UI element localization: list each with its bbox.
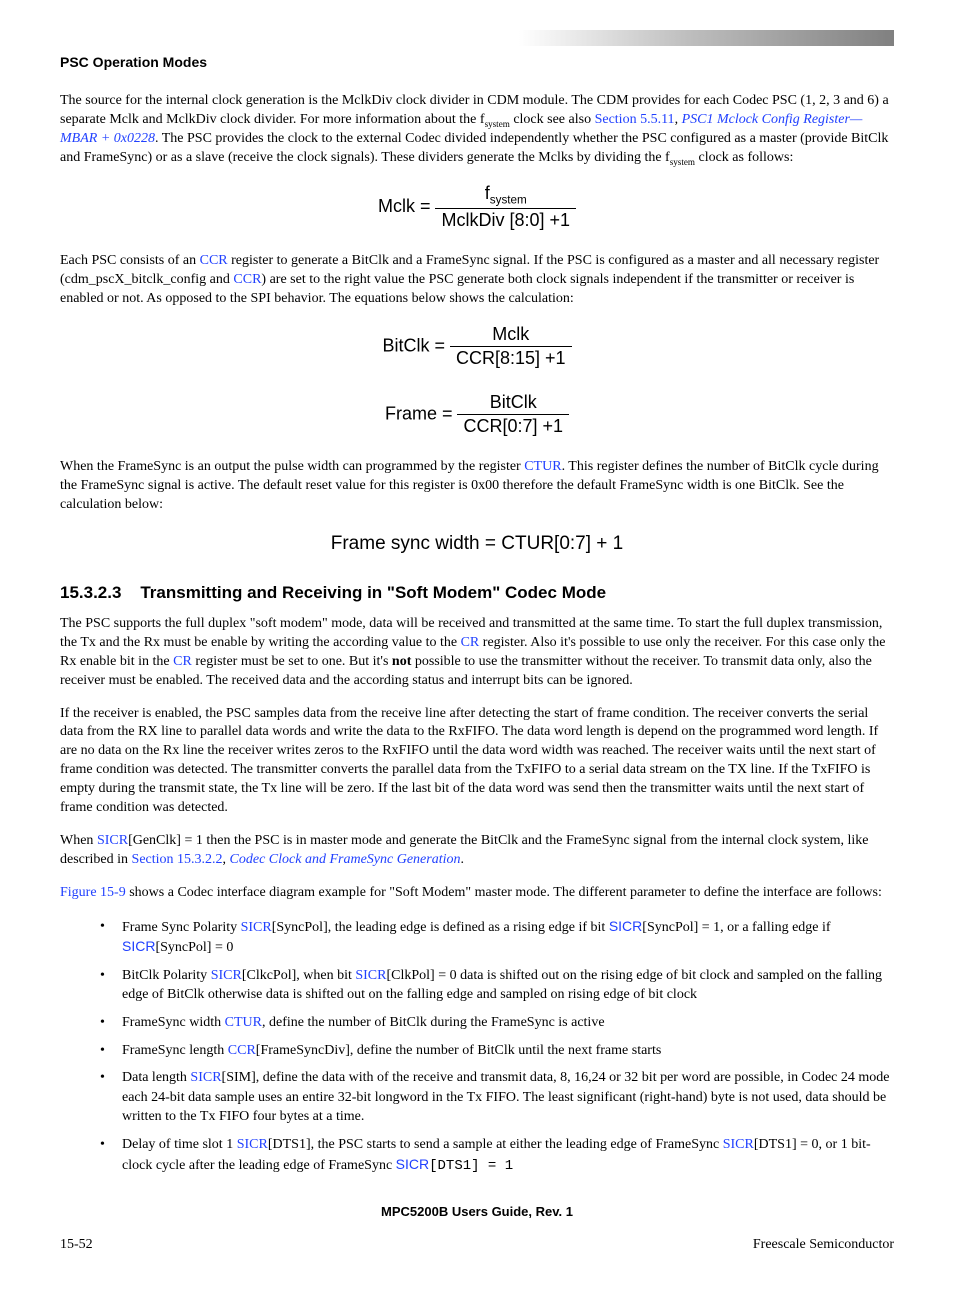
formula-framesync-width: Frame sync width = CTUR[0:7] + 1 <box>60 533 894 555</box>
link-cr-1[interactable]: CR <box>461 635 480 650</box>
list-item: Frame Sync Polarity SICR[SyncPol], the l… <box>100 917 894 958</box>
link-inline[interactable]: SICR <box>237 1137 268 1152</box>
list-item: FrameSync width CTUR, define the number … <box>100 1013 894 1033</box>
footer-doc-title: MPC5200B Users Guide, Rev. 1 <box>60 1204 894 1219</box>
paragraph-3: When the FrameSync is an output the puls… <box>60 458 894 515</box>
link-ccr-2[interactable]: CCR <box>233 272 261 287</box>
link-inline[interactable]: SICR <box>609 918 642 934</box>
formula-mclk: Mclk = fsystem MclkDiv [8:0] +1 <box>60 182 894 232</box>
list-item: BitClk Polarity SICR[ClkcPol], when bit … <box>100 966 894 1005</box>
link-inline[interactable]: SICR <box>241 920 272 935</box>
list-item: Delay of time slot 1 SICR[DTS1], the PSC… <box>100 1135 894 1176</box>
header-gradient-bar <box>60 30 894 46</box>
paragraph-2: Each PSC consists of an CCR register to … <box>60 252 894 309</box>
link-inline[interactable]: CCR <box>228 1043 256 1058</box>
link-sicr-genclk[interactable]: SICR <box>97 833 128 848</box>
link-inline[interactable]: SICR <box>190 1070 221 1085</box>
paragraph-7: Figure 15-9 shows a Codec interface diag… <box>60 884 894 903</box>
link-figure-15-9[interactable]: Figure 15-9 <box>60 885 126 900</box>
paragraph-1: The source for the internal clock genera… <box>60 92 894 168</box>
parameter-list: Frame Sync Polarity SICR[SyncPol], the l… <box>100 917 894 1177</box>
link-inline[interactable]: SICR <box>355 968 386 983</box>
link-inline[interactable]: CTUR <box>225 1015 262 1030</box>
paragraph-4: The PSC supports the full duplex "soft m… <box>60 615 894 691</box>
footer-page-number: 15-52 <box>60 1237 93 1253</box>
footer-vendor: Freescale Semiconductor <box>753 1237 894 1253</box>
list-item: Data length SICR[SIM], define the data w… <box>100 1068 894 1127</box>
footer-row: 15-52 Freescale Semiconductor <box>60 1237 894 1253</box>
link-ccr-1[interactable]: CCR <box>200 253 228 268</box>
link-ctur[interactable]: CTUR <box>524 459 561 474</box>
section-heading: 15.3.2.3 Transmitting and Receiving in "… <box>60 583 894 603</box>
link-section-5-5-11[interactable]: Section 5.5.11 <box>595 112 675 127</box>
link-section-15-3-2-2[interactable]: Section 15.3.2.2 <box>132 852 223 867</box>
link-inline[interactable]: SICR <box>122 938 155 954</box>
list-item: FrameSync length CCR[FrameSyncDiv], defi… <box>100 1041 894 1061</box>
link-inline[interactable]: SICR <box>211 968 242 983</box>
link-cr-2[interactable]: CR <box>173 654 192 669</box>
paragraph-6: When SICR[GenClk] = 1 then the PSC is in… <box>60 832 894 870</box>
page-header-title: PSC Operation Modes <box>60 54 894 70</box>
link-inline[interactable]: SICR <box>396 1156 429 1172</box>
page: PSC Operation Modes The source for the i… <box>0 0 954 1293</box>
link-codec-clock-framesync[interactable]: Codec Clock and FrameSync Generation <box>230 852 461 867</box>
formula-bitclk: BitClk = Mclk CCR[8:15] +1 <box>60 323 894 371</box>
link-inline[interactable]: SICR <box>723 1137 754 1152</box>
paragraph-5: If the receiver is enabled, the PSC samp… <box>60 705 894 818</box>
formula-frame: Frame = BitClk CCR[0:7] +1 <box>60 391 894 439</box>
